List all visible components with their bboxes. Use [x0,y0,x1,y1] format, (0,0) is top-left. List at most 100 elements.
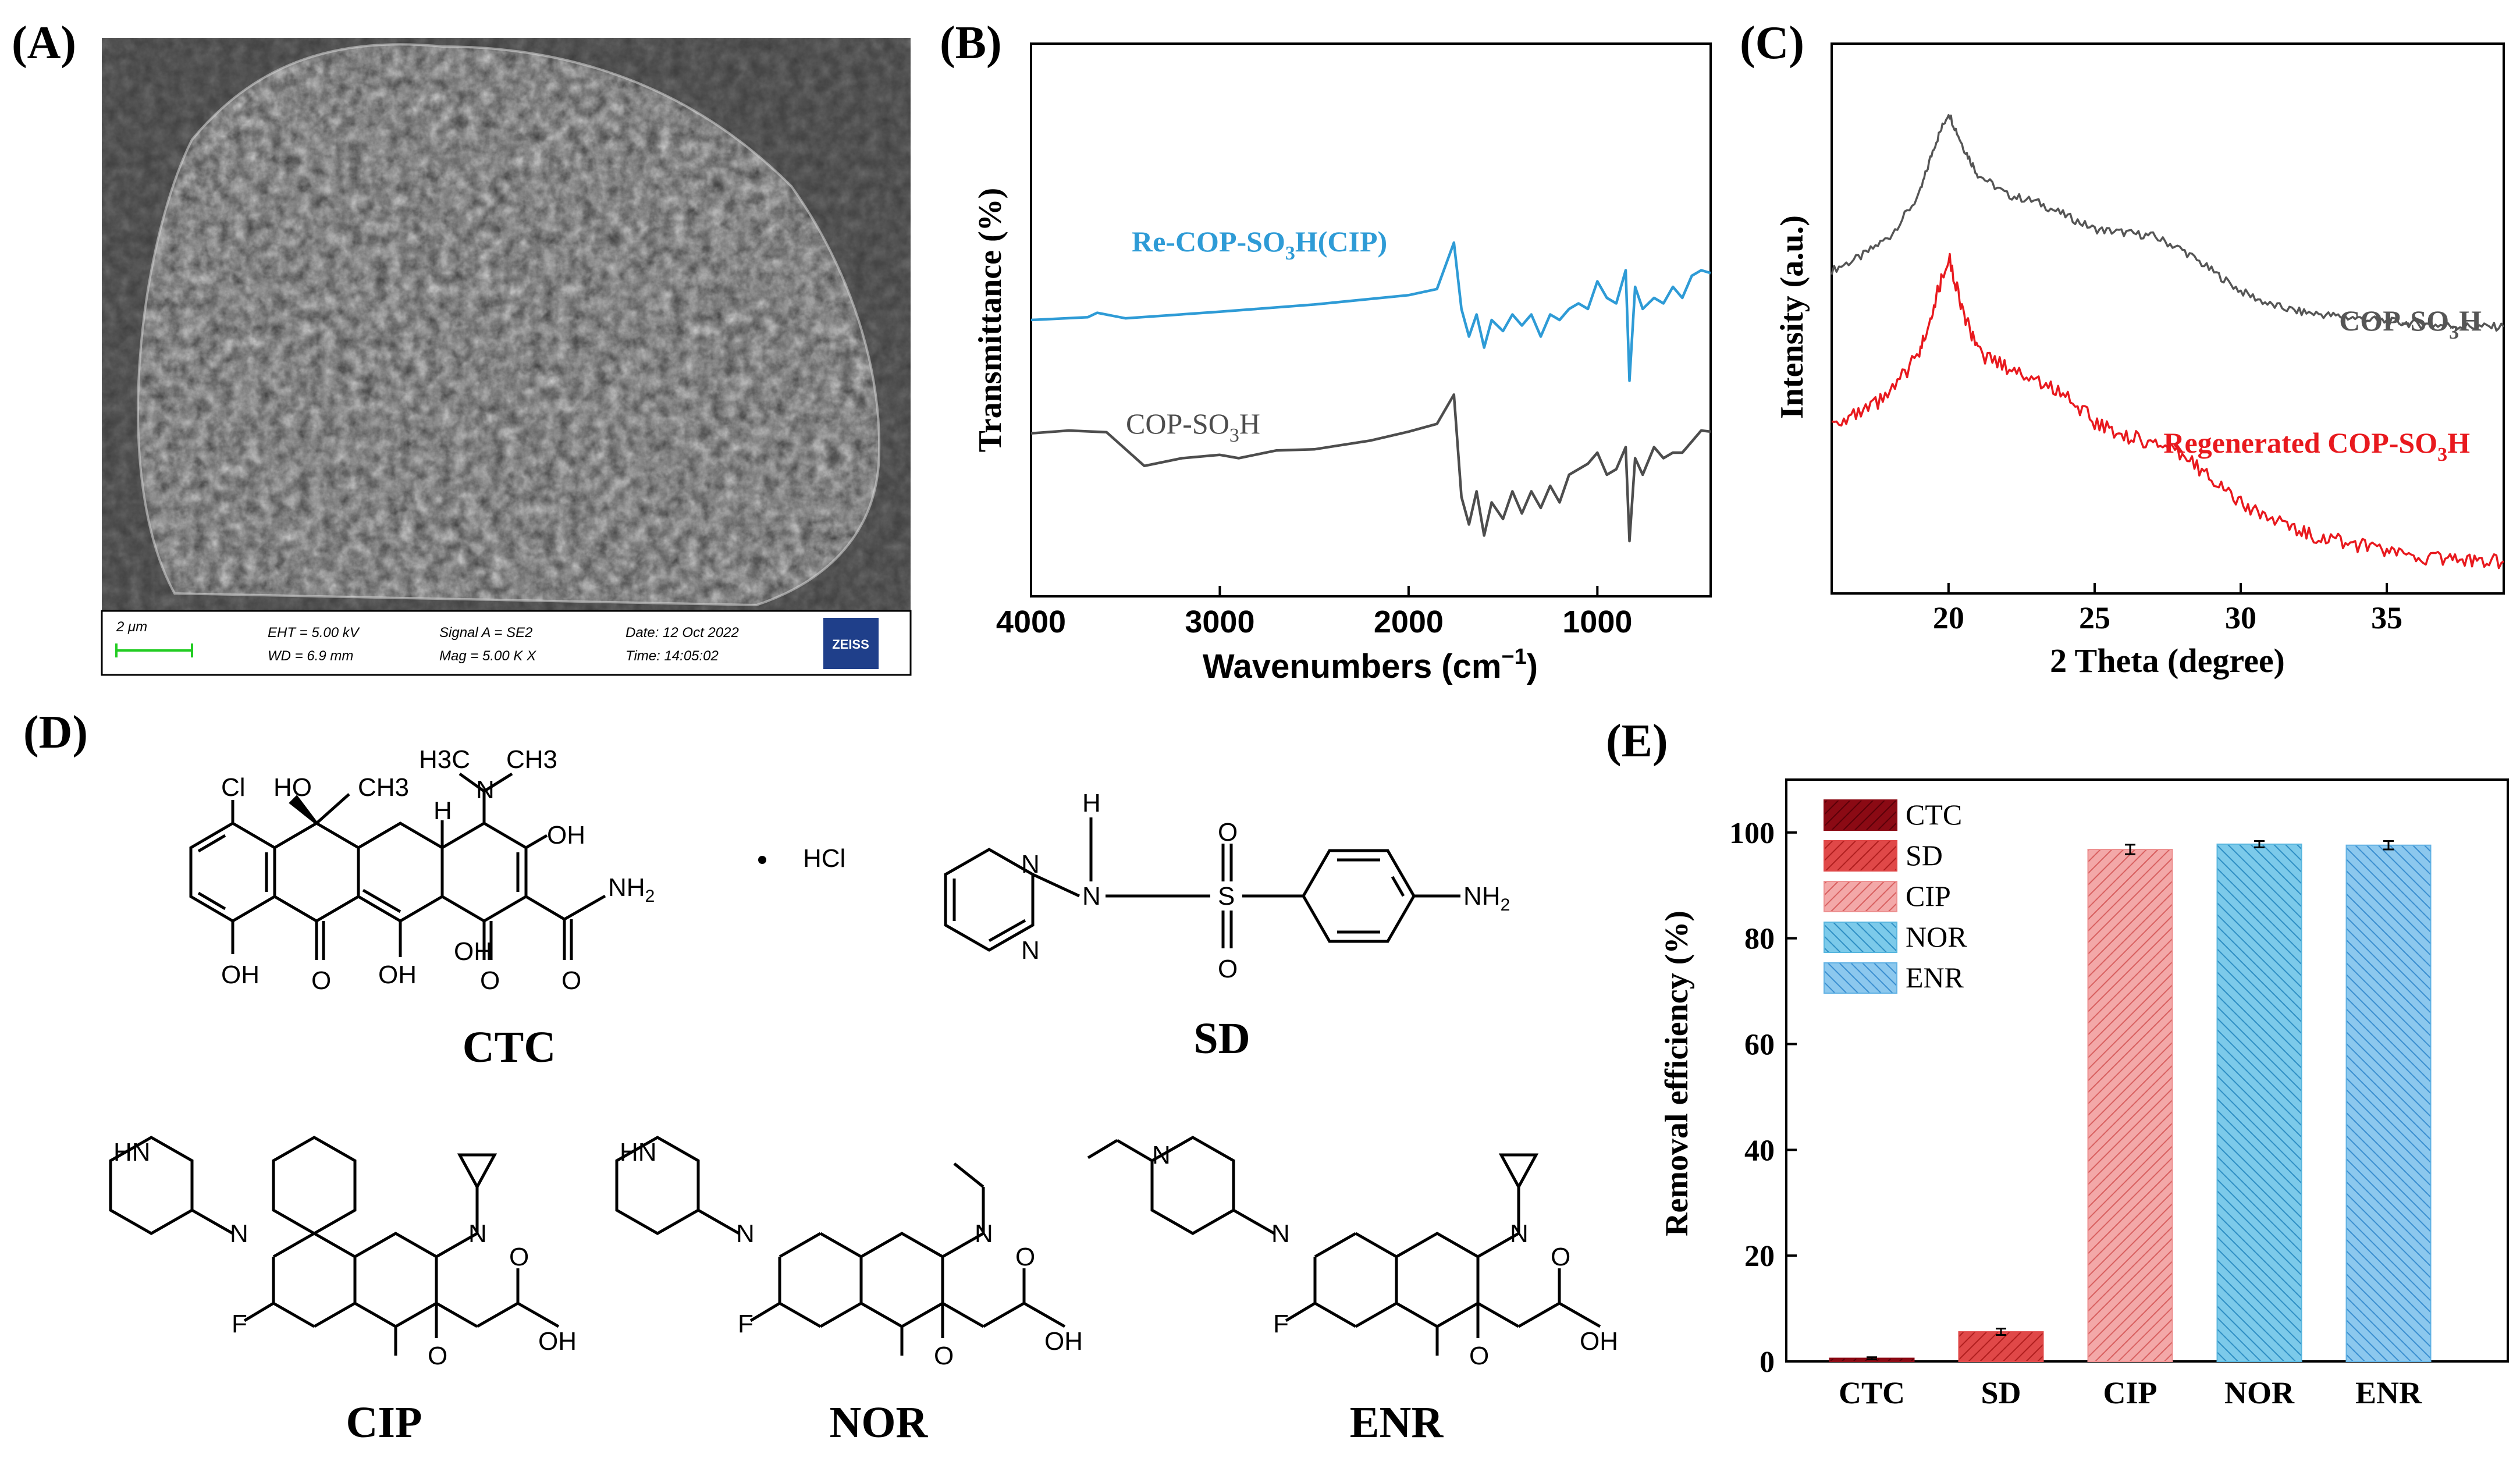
e-category-label: NOR [2224,1375,2295,1410]
svg-text:OH: OH [1580,1327,1618,1356]
svg-text:F: F [1273,1310,1289,1338]
e-category-label: CIP [2103,1375,2158,1410]
panel-c-axes-frame [1831,42,2505,595]
legend-label-enr: ENR [1906,961,1964,994]
c-tick-label: 20 [1933,600,1964,635]
sem-time: Time: 14:05:02 [625,648,719,664]
svg-text:H: H [1082,789,1101,817]
svg-text:O: O [1469,1342,1489,1370]
c-series-line-0 [1831,114,2505,332]
sem-particle-outline [137,43,881,607]
svg-text:O: O [428,1342,447,1370]
svg-text:CH3: CH3 [358,773,409,802]
panel-b-x-ticks: 4000 3000 2000 1000 [996,586,1632,639]
legend-label-ctc: CTC [1906,798,1962,831]
svg-text:N: N [468,1219,487,1248]
c-tick-label: 25 [2079,600,2110,635]
svg-text:NH2: NH2 [608,873,655,906]
b-tick-label: 3000 [1185,604,1254,639]
bar-sd [1958,1331,2044,1362]
svg-text:N: N [736,1219,755,1248]
panel-b-series [1030,241,1711,543]
svg-text:N: N [1271,1219,1290,1248]
nor-structure: HN N N F O O OH NOR [615,1136,1083,1447]
ctc-structure: Cl HO CH3 H H3C N CH3 OH HCl OH O OH OH … [189,745,845,1072]
ctc-name: CTC [463,1023,556,1072]
b-tick-label: 4000 [996,604,1066,639]
svg-text:F: F [738,1310,753,1338]
series-label-regenerated: Regenerated COP-SO3H [2163,426,2470,465]
sem-mag: Mag = 5.00 K X [439,648,536,664]
panel-e-ylabel: Removal efficiency (%) [1659,911,1695,1236]
svg-text:N: N [1021,936,1040,965]
e-category-label: ENR [2355,1375,2422,1410]
e-category-label: SD [1981,1375,2021,1410]
svg-text:S: S [1218,882,1235,911]
legend-swatch-sd [1824,840,1897,872]
legend-swatch-ctc [1824,799,1897,831]
sem-eht: EHT = 5.00 kV [268,625,360,641]
bar-cip [2087,849,2173,1362]
sem-signal: Signal A = SE2 [439,625,532,641]
zeiss-logo [823,618,879,669]
svg-text:NH2: NH2 [1463,882,1510,915]
svg-text:OH: OH [1044,1327,1083,1356]
panel-c-label: (C) [1740,17,1804,69]
b-tick-label: 1000 [1562,604,1632,639]
panel-b-axes-frame [1030,42,1712,598]
sem-wd: WD = 6.9 mm [268,648,353,664]
svg-text:N: N [1152,1141,1171,1169]
legend-swatch-enr [1824,962,1897,994]
c-tick-label: 35 [2371,600,2402,635]
panel-c: (C) 20 25 30 35 COP-SO3H Regenerated COP-SO… [1740,17,2505,680]
zeiss-logo-text: ZEISS [832,637,869,652]
panel-c-xlabel: 2 Theta (degree) [2050,642,2285,680]
svg-text:N: N [975,1219,993,1248]
e-tick-label: 0 [1760,1346,1775,1379]
svg-text:O: O [1218,955,1238,983]
svg-text:H: H [433,796,452,825]
svg-text:N: N [1021,850,1040,879]
c-tick-label: 30 [2225,600,2256,635]
panel-e-label: (E) [1606,716,1668,767]
panel-c-series [1831,114,2505,570]
svg-text:N: N [476,776,495,804]
series-label-re-cop: Re-COP-SO3H(CIP) [1132,225,1387,264]
svg-text:HCl: HCl [803,844,845,873]
svg-text:HN: HN [113,1138,151,1167]
svg-text:Cl: Cl [221,773,246,802]
svg-text:O: O [1015,1243,1035,1271]
bar-nor [2216,843,2302,1362]
panel-e-bars: CTC SD CIP NOR ENR [1829,840,2432,1410]
svg-text:OH: OH [538,1327,577,1356]
panel-d-label: (D) [23,707,88,758]
panel-a: (A) 2 μm EHT = 5.00 kV WD = 6.9 mm Signa… [12,17,912,676]
panel-a-label: (A) [12,17,76,69]
sd-name: SD [1193,1014,1250,1063]
panel-e-y-ticks: 0 20 40 60 80 100 [1729,817,1797,1379]
svg-text:O: O [1218,818,1238,847]
cip-structure: HN N N F O O OH CIP [109,1136,577,1447]
panel-c-x-ticks: 20 25 30 35 [1933,583,2402,635]
e-tick-label: 40 [1744,1134,1775,1167]
bar-enr [2345,844,2432,1362]
series-label-cop-xrd: COP-SO3H [2339,304,2482,343]
sd-structure: N N N H S O O NH2 SD [944,789,1510,1063]
b-series-line-0 [1030,241,1711,382]
panel-d: (D) [23,707,1618,1447]
panel-b-ylabel: Transmittance (%) [972,188,1008,453]
svg-text:O: O [561,966,581,995]
enr-structure: N N N F O O OH ENR [1087,1136,1618,1447]
svg-text:OH: OH [547,821,585,849]
sem-info-bar [101,610,912,676]
svg-text:N: N [1082,882,1101,911]
svg-text:OH: OH [378,961,417,989]
panel-e-legend: CTC SD CIP NOR ENR [1824,798,1967,994]
panel-b: (B) 4000 3000 2000 1000 Re-COP-SO3H(CIP) CO… [940,17,1712,685]
svg-text:F: F [232,1310,247,1338]
panel-c-ylabel: Intensity (a.u.) [1774,215,1810,419]
b-series-line-1 [1030,393,1711,543]
nor-name: NOR [830,1398,929,1447]
svg-text:O: O [480,966,500,995]
